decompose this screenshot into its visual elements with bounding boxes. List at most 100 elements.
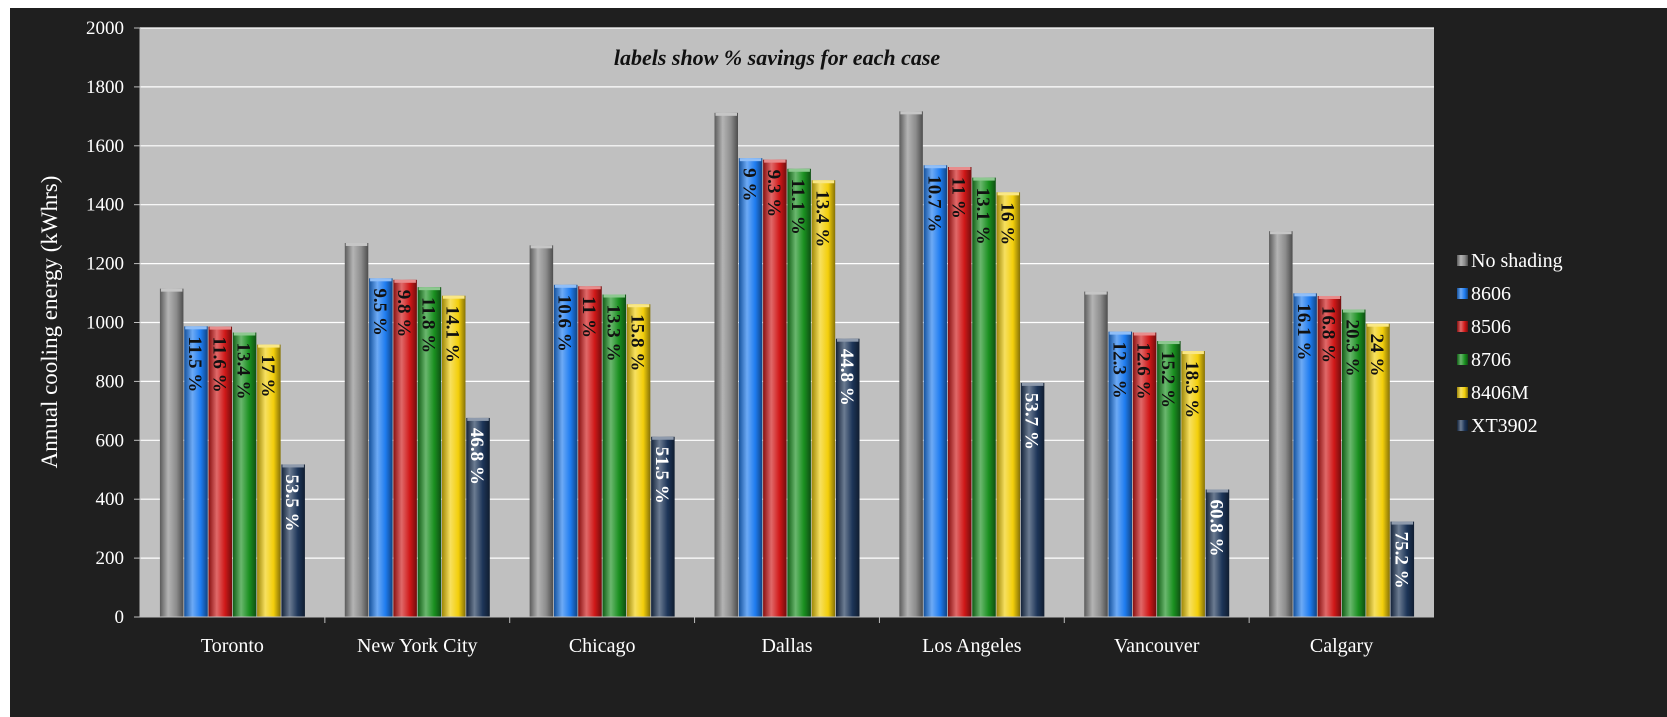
- x-tick-label: Calgary: [1310, 635, 1373, 657]
- bar: [811, 180, 836, 617]
- bar: [996, 192, 1021, 617]
- data-label: 11.6 %: [208, 337, 229, 393]
- bar-cap: [1085, 291, 1107, 295]
- data-label: 11.8 %: [417, 297, 438, 353]
- bar-cap: [1342, 309, 1365, 313]
- legend-label: XT3902: [1471, 415, 1538, 437]
- bar-cap: [1021, 382, 1044, 386]
- data-label: 9.8 %: [393, 290, 414, 338]
- bar-cap: [812, 180, 835, 184]
- bar: [1084, 291, 1108, 617]
- bar: [344, 242, 369, 618]
- y-tick-label: 0: [115, 607, 125, 628]
- data-label: 13.4 %: [811, 190, 832, 247]
- bar-cap: [345, 242, 368, 246]
- legend-swatch: [1457, 288, 1468, 299]
- bar: [738, 158, 763, 617]
- bar-cap: [1367, 323, 1389, 327]
- y-tick-label: 2000: [86, 18, 124, 39]
- data-label: 18.3 %: [1181, 361, 1202, 418]
- bar-cap: [997, 192, 1020, 196]
- y-tick-labels: 0 200 400 600 800 1000 1200 1400 1600 1800 2000: [86, 18, 124, 628]
- x-tick-label: Dallas: [761, 635, 812, 657]
- bar-cap: [418, 287, 441, 291]
- legend-swatch: [1457, 255, 1468, 266]
- data-label: 51.5 %: [651, 447, 672, 504]
- bar: [947, 167, 972, 617]
- legend-label: 8506: [1471, 316, 1511, 338]
- bar-cap: [1182, 351, 1204, 355]
- data-label: 9.5 %: [369, 288, 390, 336]
- bar: [1181, 351, 1205, 617]
- bar-cap: [603, 294, 626, 298]
- x-tick-label: New York City: [357, 635, 478, 657]
- data-label: 13.4 %: [233, 343, 254, 400]
- data-label: 13.3 %: [602, 305, 623, 362]
- y-tick-label: 400: [96, 489, 125, 510]
- data-label: 75.2 %: [1390, 532, 1411, 589]
- data-label: 15.8 %: [627, 314, 648, 371]
- legend-swatch: [1457, 420, 1468, 431]
- bar-cap: [442, 295, 465, 299]
- data-label: 24 %: [1366, 334, 1387, 377]
- legend-swatch: [1457, 354, 1468, 365]
- bar: [529, 245, 554, 617]
- legend-label: 8606: [1471, 283, 1511, 305]
- bar-cap: [837, 338, 859, 342]
- data-label: 11.1 %: [787, 179, 808, 235]
- data-label: 10.6 %: [554, 295, 575, 352]
- bar: [257, 344, 281, 617]
- bar: [1205, 489, 1230, 617]
- bar-cap: [258, 344, 280, 348]
- bar: [184, 326, 208, 617]
- bar: [923, 165, 948, 617]
- bar-cap: [370, 278, 392, 282]
- bar: [393, 279, 417, 617]
- bar: [232, 332, 257, 617]
- bar-cap: [1133, 332, 1156, 336]
- data-label: 16 %: [996, 202, 1017, 245]
- bar-cap: [973, 177, 995, 181]
- bar: [714, 112, 738, 617]
- data-label: 44.8 %: [836, 349, 857, 406]
- bar: [281, 464, 305, 617]
- bar: [899, 111, 923, 617]
- bar-cap: [209, 326, 232, 330]
- data-label: 17 %: [257, 355, 278, 398]
- bar: [1293, 293, 1317, 617]
- bar-cap: [1318, 295, 1341, 299]
- bar: [466, 417, 490, 617]
- bar-cap: [530, 245, 553, 249]
- bar-cap: [652, 436, 674, 440]
- bar: [417, 287, 442, 617]
- bar: [602, 294, 627, 617]
- y-axis-label: Annual cooling energy (kWhrs): [37, 176, 62, 469]
- axes: [139, 28, 1434, 618]
- y-tick-label: 600: [96, 430, 125, 451]
- data-label: 46.8 %: [466, 428, 487, 485]
- bar-cap: [233, 332, 256, 336]
- data-label: 53.7 %: [1021, 393, 1042, 450]
- bar: [763, 159, 787, 618]
- data-label: 12.3 %: [1108, 342, 1129, 399]
- bar-cap: [160, 288, 183, 292]
- bar-cap: [1206, 489, 1229, 493]
- legend: No shading 8606 8506 8706 8406M XT3902: [1457, 250, 1563, 437]
- y-tick-label: 1000: [86, 313, 124, 334]
- bar: [441, 295, 466, 617]
- data-label: 11 %: [578, 296, 599, 338]
- bar-cap: [900, 111, 922, 115]
- x-tick-labels: Toronto New York City Chicago Dallas Los Ang…: [201, 635, 1373, 657]
- bar-cap: [627, 304, 650, 308]
- bar: [1366, 323, 1390, 617]
- bar-cap: [1294, 293, 1316, 297]
- bar-cap: [554, 284, 577, 288]
- bar: [626, 304, 651, 617]
- legend-label: No shading: [1471, 250, 1563, 272]
- data-label: 11 %: [948, 177, 969, 219]
- bar: [1341, 309, 1366, 617]
- data-label: 9 %: [739, 168, 760, 201]
- bar-cap: [924, 165, 947, 169]
- data-label: 13.1 %: [972, 188, 993, 245]
- data-label: 14.1 %: [442, 306, 463, 363]
